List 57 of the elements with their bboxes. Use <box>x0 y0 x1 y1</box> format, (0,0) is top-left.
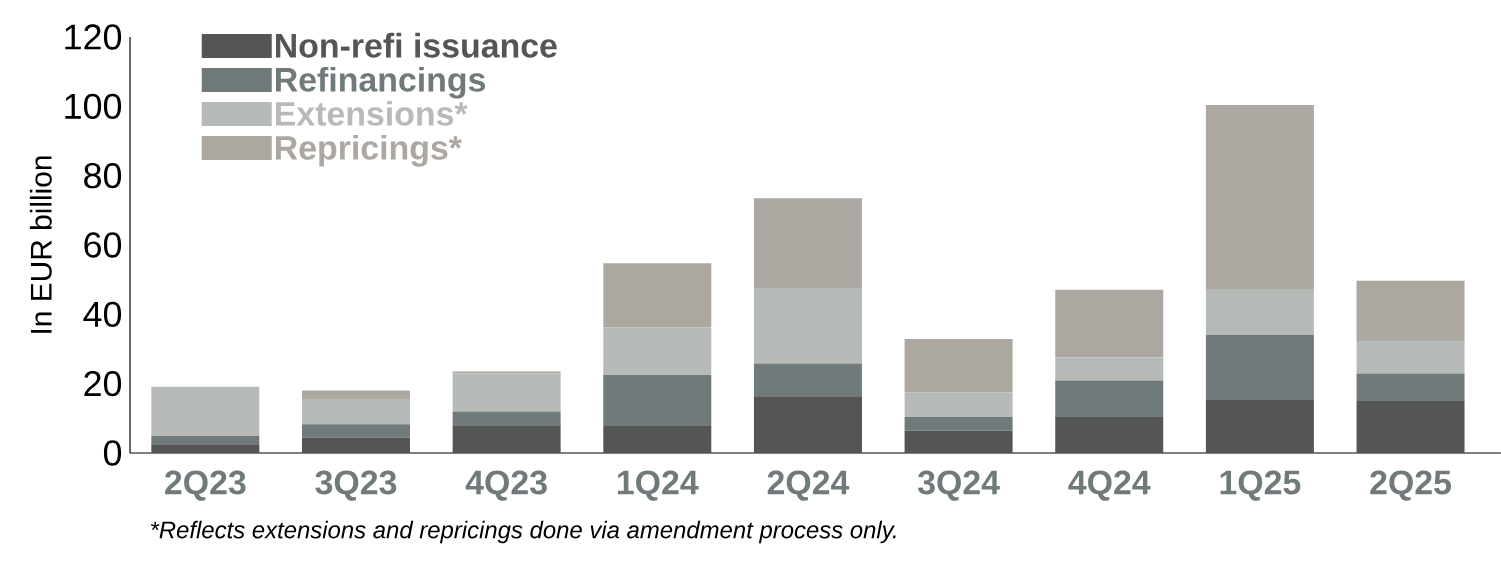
bar <box>904 430 1013 453</box>
bar <box>1055 416 1164 453</box>
legend-label: Extensions* <box>276 100 468 126</box>
x-tick-label: 4Q23 <box>465 470 547 501</box>
bar <box>1055 380 1164 417</box>
bar <box>904 416 1013 431</box>
bar <box>753 396 862 453</box>
x-tick-label: 1Q25 <box>1220 470 1301 501</box>
bar <box>452 425 561 453</box>
bar <box>753 287 862 364</box>
y-tick-label: 100 <box>65 93 122 120</box>
bar <box>452 411 561 426</box>
bar <box>904 338 1013 393</box>
x-tick-label: 2Q24 <box>767 470 850 501</box>
legend-label: Non-refi issuance <box>276 32 557 58</box>
legend-label: Refinancings <box>276 66 486 99</box>
bar <box>301 437 410 453</box>
bar <box>603 375 712 426</box>
bar <box>151 436 260 446</box>
legend-label: Repricings* <box>276 134 462 167</box>
bar <box>1055 357 1164 381</box>
y-tick-label: 0 <box>103 440 122 466</box>
text: *Reflects extensions and repricings done via amendment process only. <box>150 520 896 544</box>
y-tick-label: 40 <box>83 301 122 328</box>
bar <box>753 363 862 397</box>
bar <box>301 398 410 425</box>
bar <box>452 373 561 412</box>
bar <box>151 445 260 453</box>
y-tick-label: 120 <box>65 24 122 50</box>
y-tick-label: 80 <box>84 162 122 189</box>
x-tick-label: 3Q23 <box>315 470 397 501</box>
bar <box>1356 280 1465 342</box>
x-tick-label: 2Q23 <box>165 470 246 501</box>
y-axis-title: In EUR billion <box>29 156 52 333</box>
bar <box>904 392 1013 417</box>
bar <box>1205 289 1314 335</box>
bar <box>151 386 260 437</box>
bar <box>1205 104 1314 290</box>
bar <box>301 424 410 438</box>
bar <box>1356 373 1465 401</box>
x-tick-label: 4Q24 <box>1068 470 1151 501</box>
bar <box>301 390 410 399</box>
bar <box>1356 341 1465 374</box>
x-tick-label: 1Q24 <box>617 470 699 501</box>
x-tick-label: 2Q25 <box>1370 470 1452 501</box>
bar <box>1055 289 1164 358</box>
bar <box>1205 399 1314 453</box>
bar <box>603 327 712 375</box>
x-tick-label: 3Q24 <box>917 470 1000 501</box>
bar <box>1205 334 1314 400</box>
bar <box>603 425 712 453</box>
bar <box>603 263 712 328</box>
y-tick-label: 20 <box>84 370 122 397</box>
bar <box>452 371 561 374</box>
bar <box>753 198 862 288</box>
bar <box>1356 401 1465 453</box>
y-tick-label: 60 <box>84 232 122 258</box>
